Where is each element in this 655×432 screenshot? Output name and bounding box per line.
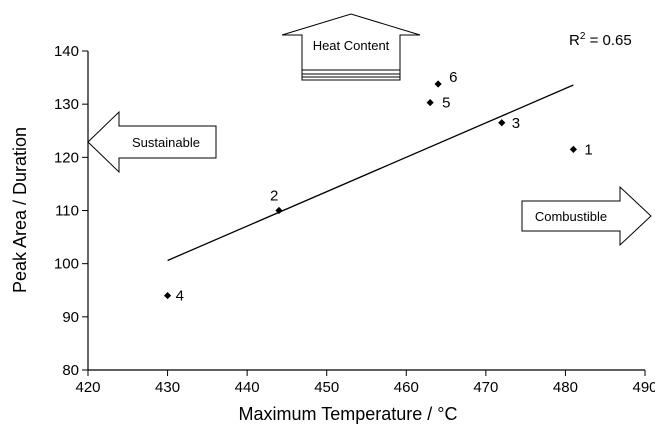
x-tick-label: 440 (235, 379, 260, 396)
data-point-2 (275, 206, 283, 215)
x-axis-title: Maximum Temperature / °C (239, 404, 458, 424)
heat-content-arrow: Heat Content (281, 13, 421, 81)
y-tick-label: 140 (54, 43, 79, 60)
axes: 80 90 100 110 120 130 140 420 430 440 450 460 470 480… (54, 43, 655, 396)
point-label-4: 4 (176, 288, 184, 305)
right-arrow-icon (521, 185, 652, 247)
data-point-3 (498, 119, 506, 127)
r-squared-label: R2 = 0.65 (569, 31, 632, 49)
trendline (167, 84, 574, 262)
combustible-arrow: Combustible (521, 185, 652, 247)
up-arrow-icon (281, 13, 421, 81)
point-label-3: 3 (512, 115, 520, 132)
y-tick-label: 100 (54, 256, 79, 273)
y-tick-label: 130 (54, 96, 79, 113)
trendline-group (167, 84, 574, 262)
data-point-1 (569, 145, 577, 153)
y-tick-label: 90 (62, 309, 79, 326)
x-tick-label: 470 (473, 379, 498, 396)
sustainable-label: Sustainable (132, 135, 200, 150)
data-point-5 (426, 98, 434, 107)
y-tick-label: 120 (54, 149, 79, 166)
point-label-5: 5 (442, 95, 450, 112)
x-tick-label: 480 (553, 379, 578, 396)
point-label-6: 6 (449, 69, 457, 86)
x-tick-label: 450 (314, 379, 339, 396)
x-tick-label: 420 (75, 379, 100, 396)
x-tick-label: 430 (155, 379, 180, 396)
y-tick-label: 80 (62, 362, 79, 379)
combustible-label: Combustible (535, 209, 607, 224)
heat-content-label: Heat Content (313, 38, 390, 53)
data-point-4 (163, 291, 172, 300)
point-label-2: 2 (270, 188, 278, 205)
x-tick-label: 460 (394, 379, 419, 396)
y-axis-title: Peak Area / Duration (10, 127, 30, 293)
left-arrow-icon (87, 110, 217, 174)
data-point-6 (434, 80, 442, 88)
x-tick-label: 490 (632, 379, 655, 396)
point-label-1: 1 (584, 141, 592, 158)
y-tick-label: 110 (55, 203, 79, 220)
points-group: 1 2 3 4 5 6 (163, 69, 593, 305)
sustainable-arrow: Sustainable (87, 110, 217, 174)
